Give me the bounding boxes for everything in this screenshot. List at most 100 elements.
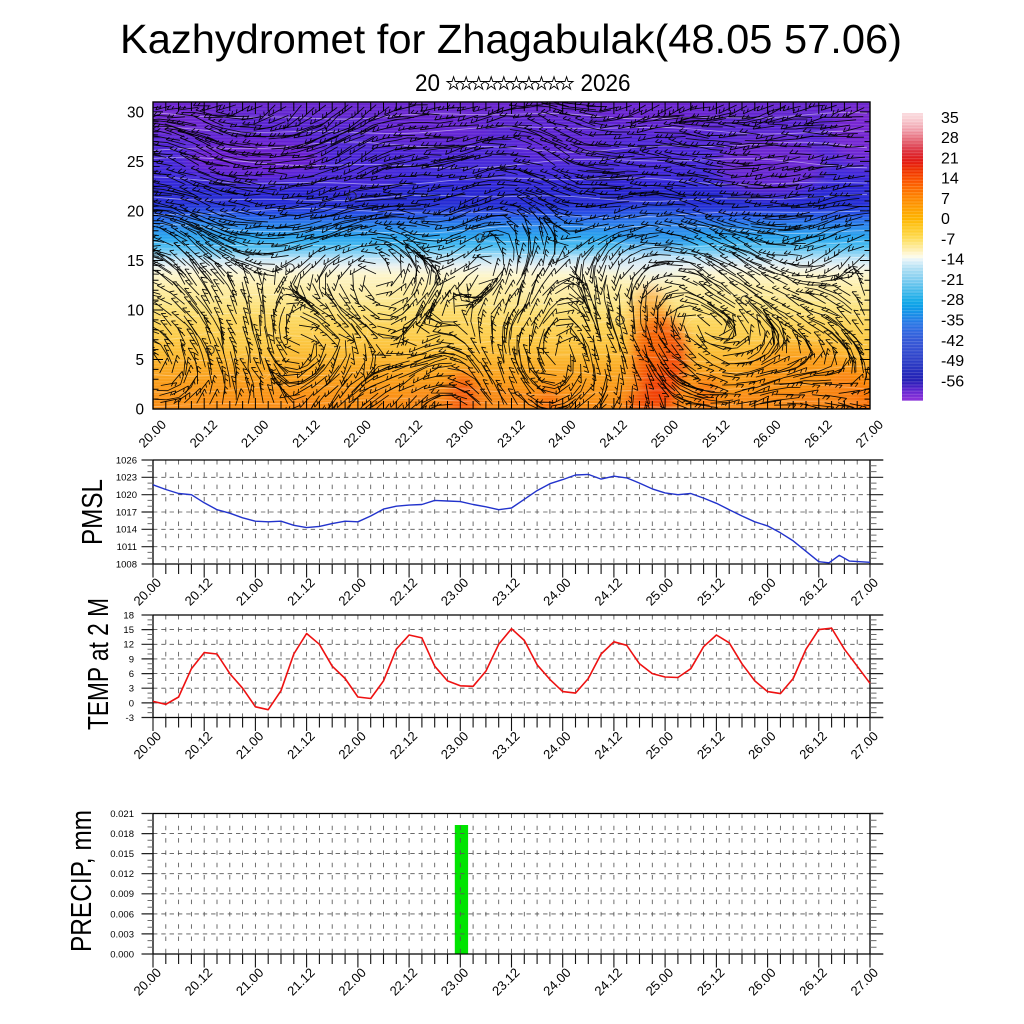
svg-text:26.00: 26.00 [745,575,779,609]
svg-text:21.12: 21.12 [284,965,318,999]
svg-text:21.12: 21.12 [289,417,323,451]
svg-text:21.12: 21.12 [284,728,318,762]
svg-text:2026: 2026 [581,70,631,97]
svg-text:0.018: 0.018 [110,829,134,840]
svg-text:22.00: 22.00 [340,417,374,451]
svg-text:3: 3 [129,684,134,695]
svg-text:0: 0 [129,698,134,709]
svg-text:24.00: 24.00 [540,575,574,609]
svg-text:26.00: 26.00 [745,728,779,762]
svg-text:24.12: 24.12 [591,575,625,609]
svg-text:TEMP at 2 M: TEMP at 2 M [83,598,115,730]
svg-text:0.000: 0.000 [110,949,134,960]
svg-text:7: 7 [941,191,950,208]
svg-text:20.12: 20.12 [182,728,216,762]
svg-text:15: 15 [127,253,144,270]
svg-text:25.12: 25.12 [694,965,728,999]
svg-text:25.12: 25.12 [694,728,728,762]
svg-text:20: 20 [127,203,144,220]
svg-text:22.00: 22.00 [335,575,369,609]
svg-text:25.00: 25.00 [648,417,682,451]
svg-text:-35: -35 [941,313,964,330]
svg-text:-3: -3 [126,713,134,724]
svg-text:18: 18 [123,610,134,621]
svg-text:21.00: 21.00 [233,728,267,762]
svg-text:26.00: 26.00 [745,965,779,999]
svg-text:24.00: 24.00 [540,728,574,762]
svg-text:26.12: 26.12 [796,965,830,999]
svg-text:30: 30 [127,104,144,121]
svg-text:-49: -49 [941,353,964,370]
svg-text:23.00: 23.00 [438,728,472,762]
svg-text:0.012: 0.012 [110,869,134,880]
svg-text:0.015: 0.015 [110,849,134,860]
svg-text:24.12: 24.12 [596,417,630,451]
svg-text:1011: 1011 [117,542,137,553]
svg-text:27.00: 27.00 [848,575,882,609]
svg-text:20.00: 20.00 [131,965,165,999]
svg-text:1020: 1020 [116,490,137,501]
svg-text:20.00: 20.00 [136,417,170,451]
svg-text:21: 21 [941,150,959,167]
svg-text:22.12: 22.12 [387,965,421,999]
svg-text:27.00: 27.00 [848,728,882,762]
svg-text:28: 28 [941,130,959,147]
svg-text:25.12: 25.12 [699,417,733,451]
svg-text:10: 10 [127,303,144,320]
svg-text:-28: -28 [941,292,964,309]
svg-text:1008: 1008 [116,559,137,570]
svg-text:20.00: 20.00 [131,728,165,762]
svg-text:26.12: 26.12 [796,575,830,609]
svg-text:20: 20 [415,70,440,97]
svg-text:15: 15 [123,625,134,636]
svg-text:22.12: 22.12 [392,417,426,451]
svg-text:1023: 1023 [116,473,137,484]
svg-text:-42: -42 [941,333,964,350]
svg-text:21.00: 21.00 [233,575,267,609]
svg-text:23.12: 23.12 [489,728,523,762]
svg-text:22.00: 22.00 [335,728,369,762]
svg-text:21.00: 21.00 [233,965,267,999]
svg-text:9: 9 [129,654,134,665]
svg-text:20.00: 20.00 [131,575,165,609]
svg-text:24.00: 24.00 [540,965,574,999]
svg-text:-21: -21 [941,272,964,289]
svg-text:22.12: 22.12 [387,728,421,762]
svg-text:PRECIP, mm: PRECIP, mm [66,810,98,952]
svg-text:23.12: 23.12 [489,575,523,609]
svg-text:23.12: 23.12 [494,417,528,451]
svg-text:20.12: 20.12 [182,965,216,999]
svg-text:1026: 1026 [116,455,137,466]
svg-text:0.009: 0.009 [110,889,134,900]
svg-text:26.00: 26.00 [750,417,784,451]
svg-text:5: 5 [135,352,144,369]
svg-text:21.00: 21.00 [238,417,272,451]
svg-text:24.00: 24.00 [545,417,579,451]
svg-text:25.12: 25.12 [694,575,728,609]
svg-text:25.00: 25.00 [643,728,677,762]
svg-text:23.12: 23.12 [489,965,523,999]
svg-text:-7: -7 [941,232,955,249]
svg-text:21.12: 21.12 [284,575,318,609]
svg-text:12: 12 [123,640,134,651]
svg-text:1014: 1014 [116,525,137,536]
svg-text:6: 6 [129,669,134,680]
svg-text:0.006: 0.006 [110,909,134,920]
svg-text:20.12: 20.12 [187,417,221,451]
svg-text:26.12: 26.12 [801,417,835,451]
svg-text:24.12: 24.12 [591,728,625,762]
svg-text:20.12: 20.12 [182,575,216,609]
svg-text:23.00: 23.00 [438,575,472,609]
svg-text:25.00: 25.00 [643,575,677,609]
svg-text:25.00: 25.00 [643,965,677,999]
svg-text:27.00: 27.00 [848,965,882,999]
svg-text:PMSL: PMSL [77,479,109,545]
svg-text:24.12: 24.12 [591,965,625,999]
svg-text:14: 14 [941,171,959,188]
svg-text:0.003: 0.003 [110,929,134,940]
svg-text:35: 35 [941,110,959,127]
svg-text:23.00: 23.00 [443,417,477,451]
svg-text:27.00: 27.00 [853,417,887,451]
svg-text:-14: -14 [941,252,964,269]
svg-text:0: 0 [941,211,950,228]
